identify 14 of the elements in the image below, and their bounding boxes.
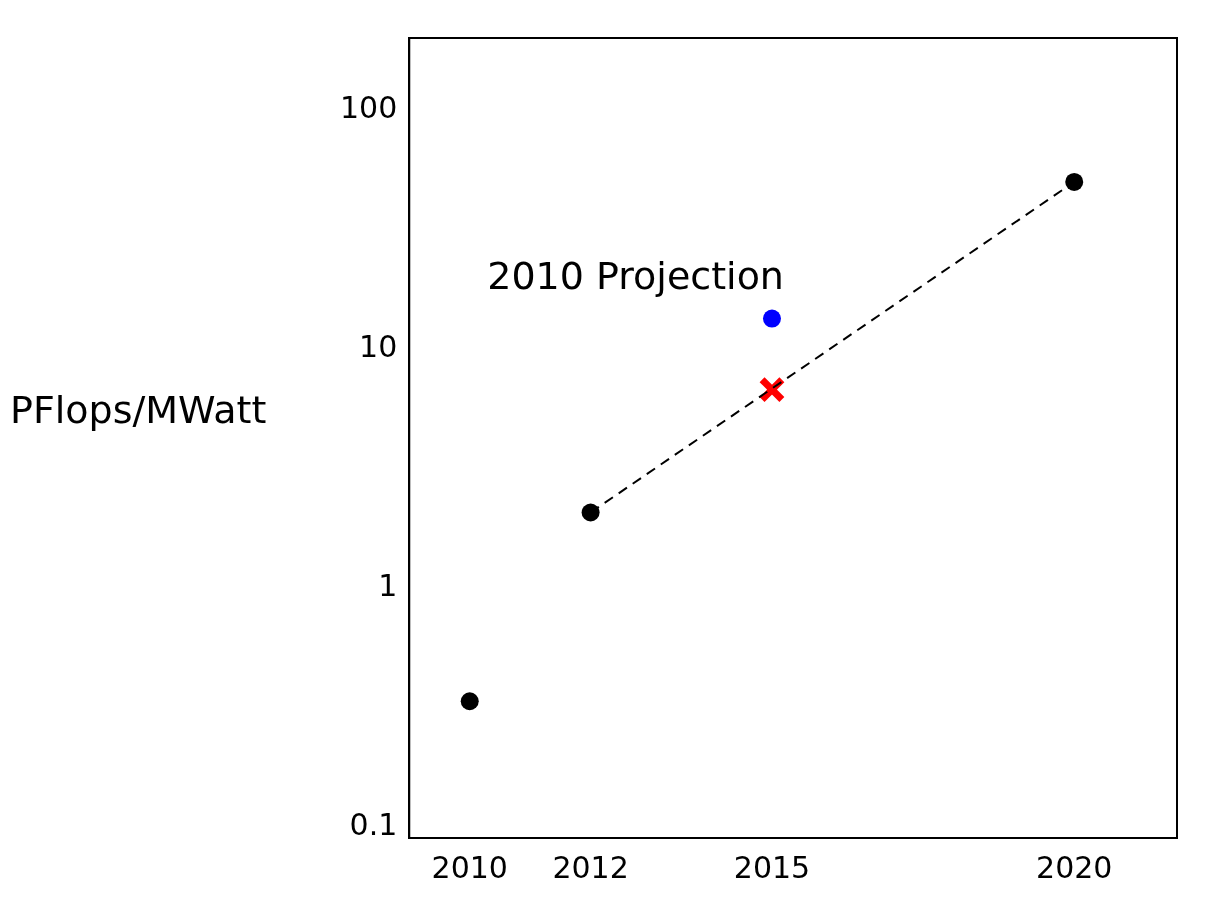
- annotation: 2010 Projection: [487, 254, 784, 299]
- point: [762, 309, 781, 328]
- y-axis-title: PFlops/MWatt: [10, 388, 267, 432]
- y-tick-label: 100: [340, 89, 398, 125]
- y-tick-label: 10: [359, 328, 398, 364]
- x-tick-label: 2020: [1036, 849, 1113, 885]
- point: [581, 503, 600, 522]
- x-tick-label: 2010: [431, 849, 508, 885]
- x-tick-label: 2012: [552, 849, 629, 885]
- point: [460, 692, 479, 711]
- x-tick-label: 2015: [733, 849, 811, 885]
- y-tick-label: 1: [378, 567, 398, 603]
- point: [1065, 172, 1084, 191]
- y-tick-label: 0.1: [349, 806, 398, 842]
